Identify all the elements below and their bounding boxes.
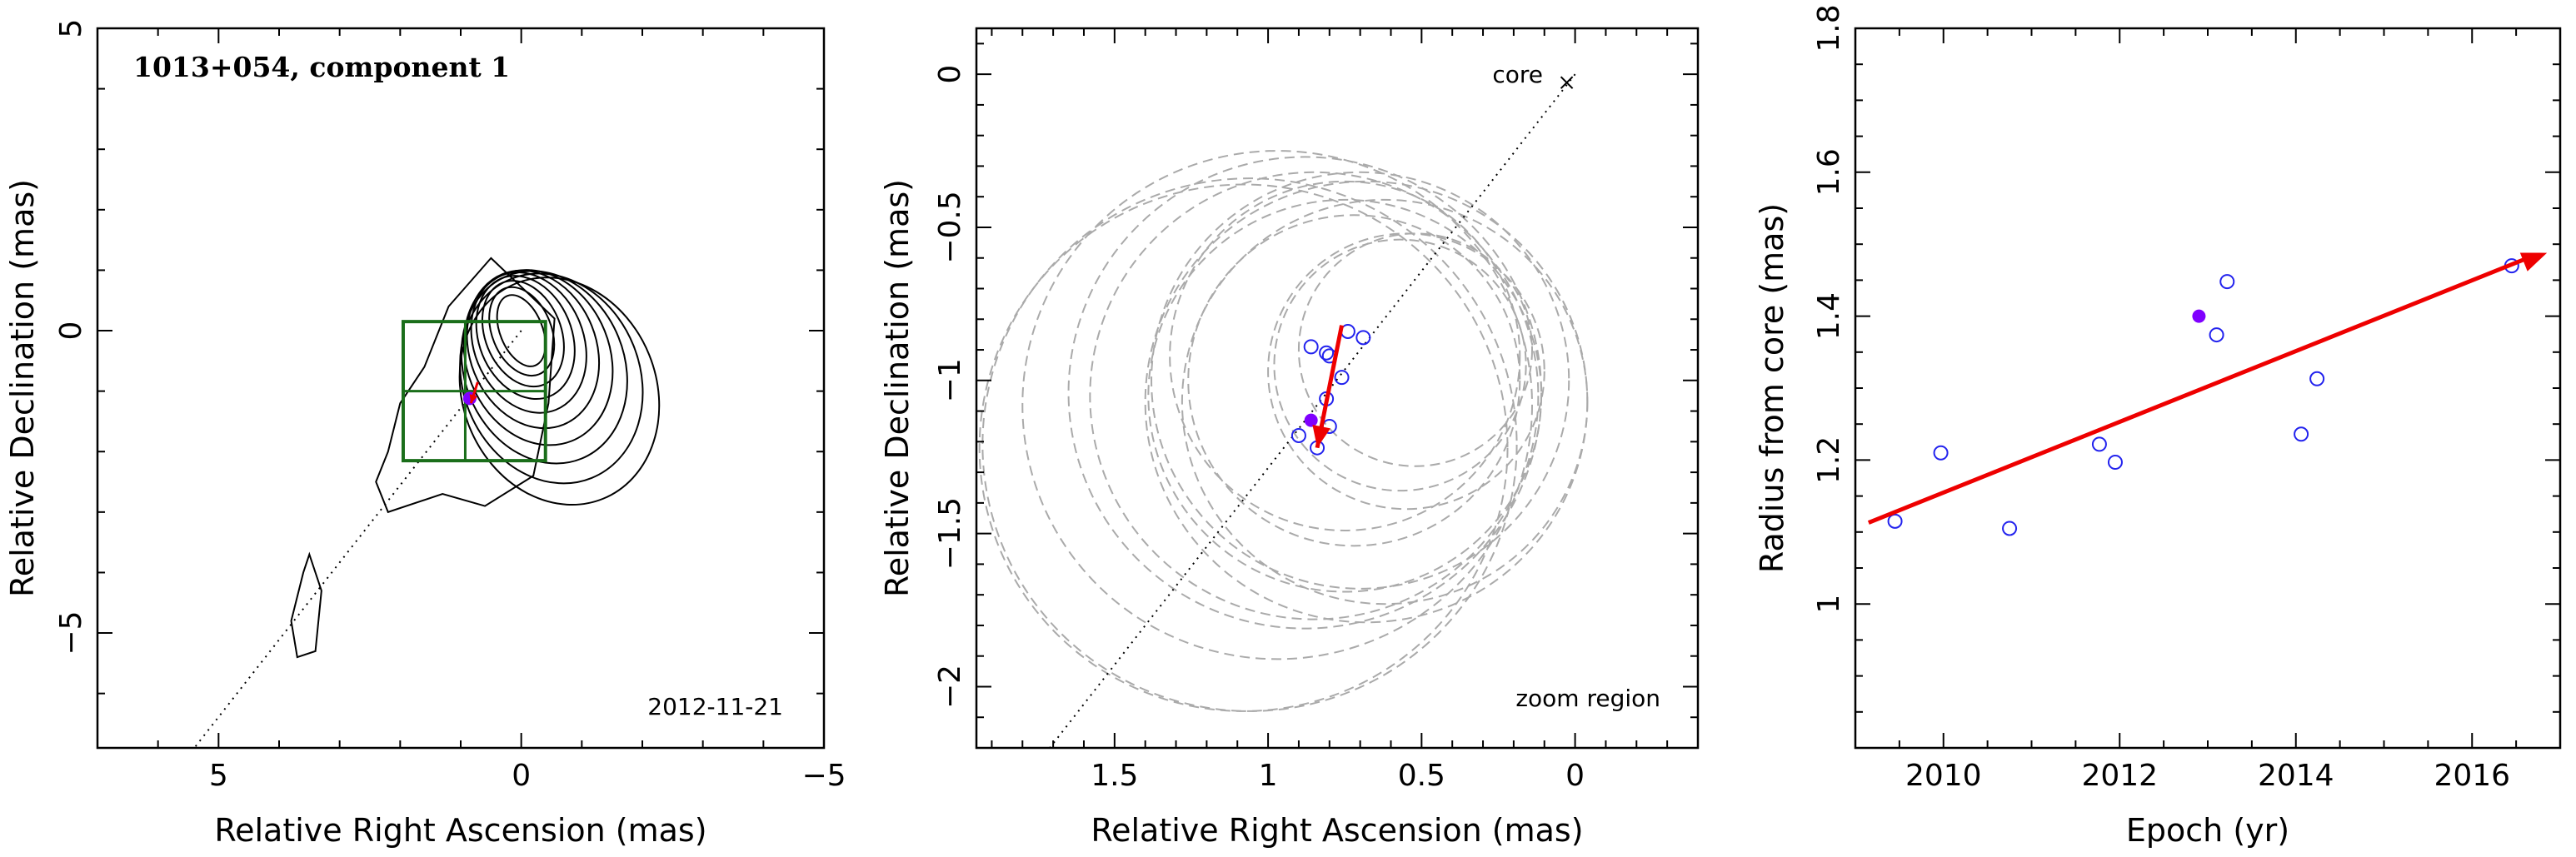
x-tick-label: 0.5 xyxy=(1398,759,1445,793)
epoch-label: 2012-11-21 xyxy=(647,693,783,720)
panel-zoom-region: 1.5 1 0.5 0 0 −0.5 −1 −1.5 −2 core zoom region R… xyxy=(879,27,1700,849)
beam-ellipse xyxy=(1089,171,1540,620)
data-point xyxy=(2107,454,2123,470)
x-tick-label: 0 xyxy=(512,759,531,793)
beam-ellipse xyxy=(1273,238,1527,492)
highlight-point xyxy=(2192,309,2206,323)
zoom-region-label: zoom region xyxy=(1515,685,1660,712)
y-tick-label: 1.8 xyxy=(1812,4,1846,52)
data-point xyxy=(2294,426,2309,442)
y-axis-label: Relative Declination (mas) xyxy=(879,179,916,597)
beam-ellipse xyxy=(1151,171,1570,590)
data-point xyxy=(1334,370,1350,386)
contour-line xyxy=(459,272,644,485)
x-tick-label: 2012 xyxy=(2081,759,2158,793)
y-tick-label: 5 xyxy=(54,19,88,38)
contour-line xyxy=(462,269,614,446)
trend-arrowhead xyxy=(2519,252,2548,272)
data-point xyxy=(1303,339,1319,355)
x-axis-label: Relative Right Ascension (mas) xyxy=(214,812,706,849)
data-point xyxy=(1355,330,1371,346)
y-axis-label: Radius from core (mas) xyxy=(1754,203,1790,573)
y-axis-label: Relative Declination (mas) xyxy=(4,179,41,597)
x-tick-label: 1 xyxy=(1259,759,1278,793)
plot-frame xyxy=(975,27,1700,750)
y-tick-label: −1 xyxy=(933,358,967,402)
beam-ellipse xyxy=(981,177,1518,712)
data-point xyxy=(2091,436,2107,452)
y-tick-label: 1.6 xyxy=(1812,148,1846,196)
x-tick-label: 2014 xyxy=(2258,759,2334,793)
y-tick-label: 1.2 xyxy=(1812,436,1846,484)
beam-ellipse xyxy=(1169,180,1521,531)
beam-ellipse xyxy=(1297,232,1534,467)
y-tick-label: −5 xyxy=(54,611,88,655)
contour-line xyxy=(470,272,587,414)
core-label: core xyxy=(1492,61,1543,88)
data-point xyxy=(1887,513,1903,529)
core-marker xyxy=(1560,76,1574,89)
x-axis-label: Epoch (yr) xyxy=(2126,812,2289,849)
data-point xyxy=(2309,371,2325,386)
y-tick-label: 1 xyxy=(1812,595,1846,614)
data-point xyxy=(1290,427,1306,443)
contour-line xyxy=(466,269,601,430)
map-title: 1013+054, component 1 xyxy=(133,51,510,83)
motion-arrowhead xyxy=(469,394,478,404)
y-tick-label: −2 xyxy=(933,665,967,709)
contour-lines xyxy=(290,257,661,659)
data-point xyxy=(2209,327,2224,343)
x-tick-label: 2010 xyxy=(1905,759,1982,793)
data-point xyxy=(2002,521,2018,536)
y-tick-label: −0.5 xyxy=(933,191,967,263)
x-axis-label: Relative Right Ascension (mas) xyxy=(1091,812,1583,849)
panel-radius-vs-epoch: 2010 2012 2014 2016 1 1.2 1.4 1.6 1.8 Epoch (yr)… xyxy=(1754,4,2562,849)
beam-ellipse xyxy=(1267,232,1545,511)
y-tick-label: 0 xyxy=(933,65,967,84)
beam-ellipse xyxy=(1187,214,1521,547)
trend-arrow xyxy=(1867,255,2532,525)
motion-arrowhead xyxy=(1312,425,1330,448)
x-tick-label: 0 xyxy=(1565,759,1585,793)
x-tick-label: 5 xyxy=(209,759,228,793)
panel-contour-map: 5 0 −5 5 0 −5 1013+054, component 1 2012-11-2… xyxy=(4,19,846,849)
beam-ellipses xyxy=(978,150,1589,712)
contour-outlier xyxy=(290,551,322,659)
highlight-point xyxy=(1304,413,1318,427)
y-tick-label: 1.4 xyxy=(1812,292,1846,340)
data-point xyxy=(1319,345,1335,361)
data-point xyxy=(2219,274,2235,290)
y-tick-label: −1.5 xyxy=(933,497,967,570)
beam-ellipse xyxy=(1147,198,1543,593)
contour-line xyxy=(458,277,661,506)
beam-ellipse xyxy=(978,183,1509,712)
beam-ellipse xyxy=(1021,150,1534,660)
beam-ellipse xyxy=(1181,198,1589,605)
x-tick-label: −5 xyxy=(801,759,846,793)
x-tick-label: 2016 xyxy=(2434,759,2510,793)
x-tick-label: 1.5 xyxy=(1091,759,1138,793)
contour-envelope xyxy=(375,257,556,514)
beam-ellipse xyxy=(1067,156,1543,630)
y-tick-label: 0 xyxy=(54,321,88,341)
data-point xyxy=(1933,445,1949,461)
